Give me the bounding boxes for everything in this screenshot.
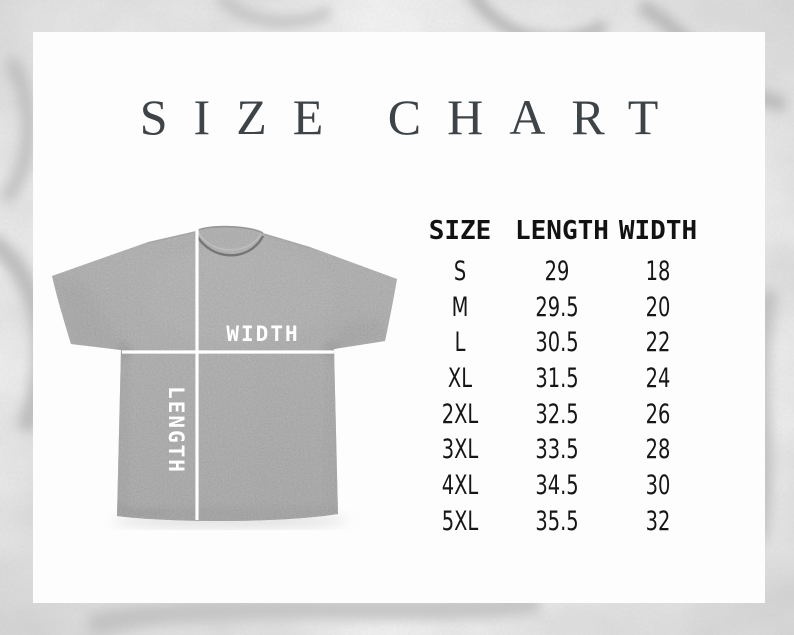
cell-length: 33.5: [535, 434, 579, 466]
cell-width: 32: [645, 505, 671, 537]
tshirt-shading: [52, 225, 397, 522]
cell-size: L: [454, 327, 466, 359]
cell-length: 30.5: [535, 327, 579, 359]
cell-length: 31.5: [535, 363, 579, 395]
cell-length: 32.5: [535, 398, 579, 430]
page-title: SIZE CHART: [139, 89, 685, 145]
size-table: SIZE LENGTH WIDTH S 29 18 M 29.5 20 L 30…: [405, 217, 717, 540]
cell-width: 20: [645, 291, 671, 323]
cell-size: M: [451, 291, 469, 323]
cell-size: S: [453, 256, 467, 287]
collar: [194, 225, 265, 257]
length-label: LENGTH: [164, 386, 188, 474]
cell-length: 34.5: [535, 470, 579, 502]
width-label: WIDTH: [226, 322, 299, 346]
cell-width: 24: [645, 363, 671, 395]
tshirt-graphic: WIDTH LENGTH: [40, 210, 400, 530]
column-header-length: LENGTH: [515, 216, 609, 246]
cell-width: 26: [645, 398, 671, 430]
cell-length: 35.5: [535, 505, 579, 537]
cell-size: 3XL: [441, 434, 479, 466]
cell-size: 4XL: [441, 470, 479, 502]
cell-size: 5XL: [441, 505, 479, 537]
cell-length: 29.5: [535, 291, 579, 323]
cell-width: 28: [645, 434, 671, 466]
cell-width: 18: [645, 256, 671, 287]
cell-size: XL: [447, 363, 473, 395]
chart-card: SIZE CHART: [33, 32, 765, 603]
cell-width: 30: [645, 470, 671, 502]
cell-width: 22: [645, 327, 671, 359]
column-header-size: SIZE: [428, 216, 492, 246]
column-header-width: WIDTH: [618, 216, 698, 246]
cell-size: 2XL: [441, 398, 479, 430]
cell-length: 29: [544, 256, 570, 287]
